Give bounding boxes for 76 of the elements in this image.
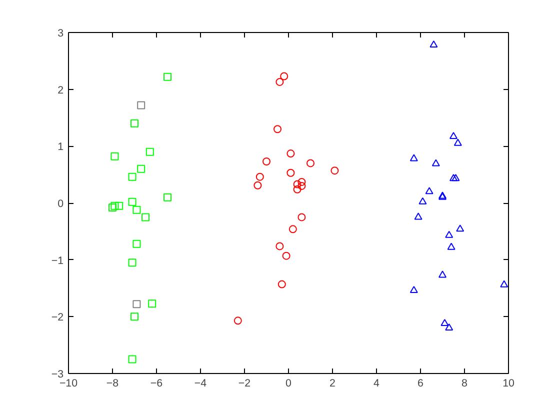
point: [137, 101, 146, 110]
x-tick-label: 4: [374, 378, 380, 390]
point: [288, 225, 297, 234]
point: [132, 206, 141, 214]
point: [262, 158, 270, 166]
x-tick-label: −8: [106, 378, 119, 390]
point: [276, 242, 284, 250]
point: [128, 172, 136, 181]
point: [146, 148, 154, 156]
point: [280, 72, 288, 80]
point: [456, 224, 464, 232]
point: [132, 240, 141, 248]
point: [410, 286, 418, 294]
point: [110, 202, 119, 210]
x-tick-label: −6: [150, 378, 163, 390]
point: [298, 213, 306, 222]
point: [164, 72, 172, 81]
x-tick-label: −2: [238, 378, 251, 390]
point: [452, 174, 460, 182]
point: [450, 132, 458, 140]
point: [293, 185, 302, 194]
point: [108, 204, 116, 212]
point: [142, 213, 150, 222]
point: [425, 187, 434, 194]
point: [330, 166, 339, 175]
x-tick-label: 8: [462, 378, 468, 390]
point: [164, 193, 172, 202]
x-tick-label: −4: [194, 378, 207, 390]
point: [278, 280, 286, 288]
point: [306, 159, 314, 168]
point: [130, 312, 138, 321]
point: [447, 242, 456, 250]
point: [137, 164, 146, 173]
point: [234, 316, 242, 325]
point: [298, 178, 306, 186]
point: [450, 174, 458, 182]
x-tick-label: 0: [286, 378, 292, 390]
y-tick-label: −1: [51, 254, 64, 267]
point: [110, 152, 119, 160]
point: [132, 300, 141, 308]
point: [276, 78, 284, 86]
point: [414, 212, 422, 220]
x-tick-label: 10: [502, 378, 514, 390]
y-tick-label: 1: [58, 141, 64, 154]
point: [500, 280, 508, 288]
point: [430, 40, 438, 48]
point: [128, 355, 136, 364]
point: [293, 180, 302, 188]
point: [128, 258, 136, 267]
point: [128, 198, 136, 206]
y-tick-label: 2: [58, 84, 64, 96]
point: [286, 150, 295, 158]
point: [282, 252, 290, 260]
point: [148, 300, 156, 308]
point: [432, 159, 440, 166]
point: [130, 119, 138, 128]
point: [115, 202, 124, 210]
x-tick-label: 6: [418, 378, 424, 390]
point: [274, 125, 282, 134]
point: [410, 154, 418, 162]
point: [254, 181, 262, 190]
point: [454, 138, 462, 146]
y-tick-label: −2: [51, 312, 64, 324]
point: [445, 323, 454, 331]
x-tick-label: 2: [330, 378, 336, 390]
point: [418, 197, 427, 204]
y-tick-label: 3: [58, 28, 64, 40]
point: [298, 182, 306, 190]
point: [438, 270, 446, 278]
point: [256, 172, 264, 181]
point: [440, 318, 449, 326]
y-tick-label: 0: [58, 198, 64, 210]
point: [286, 168, 295, 177]
x-tick-label: −10: [59, 378, 78, 390]
y-tick-label: −3: [51, 368, 64, 380]
point: [445, 230, 454, 238]
